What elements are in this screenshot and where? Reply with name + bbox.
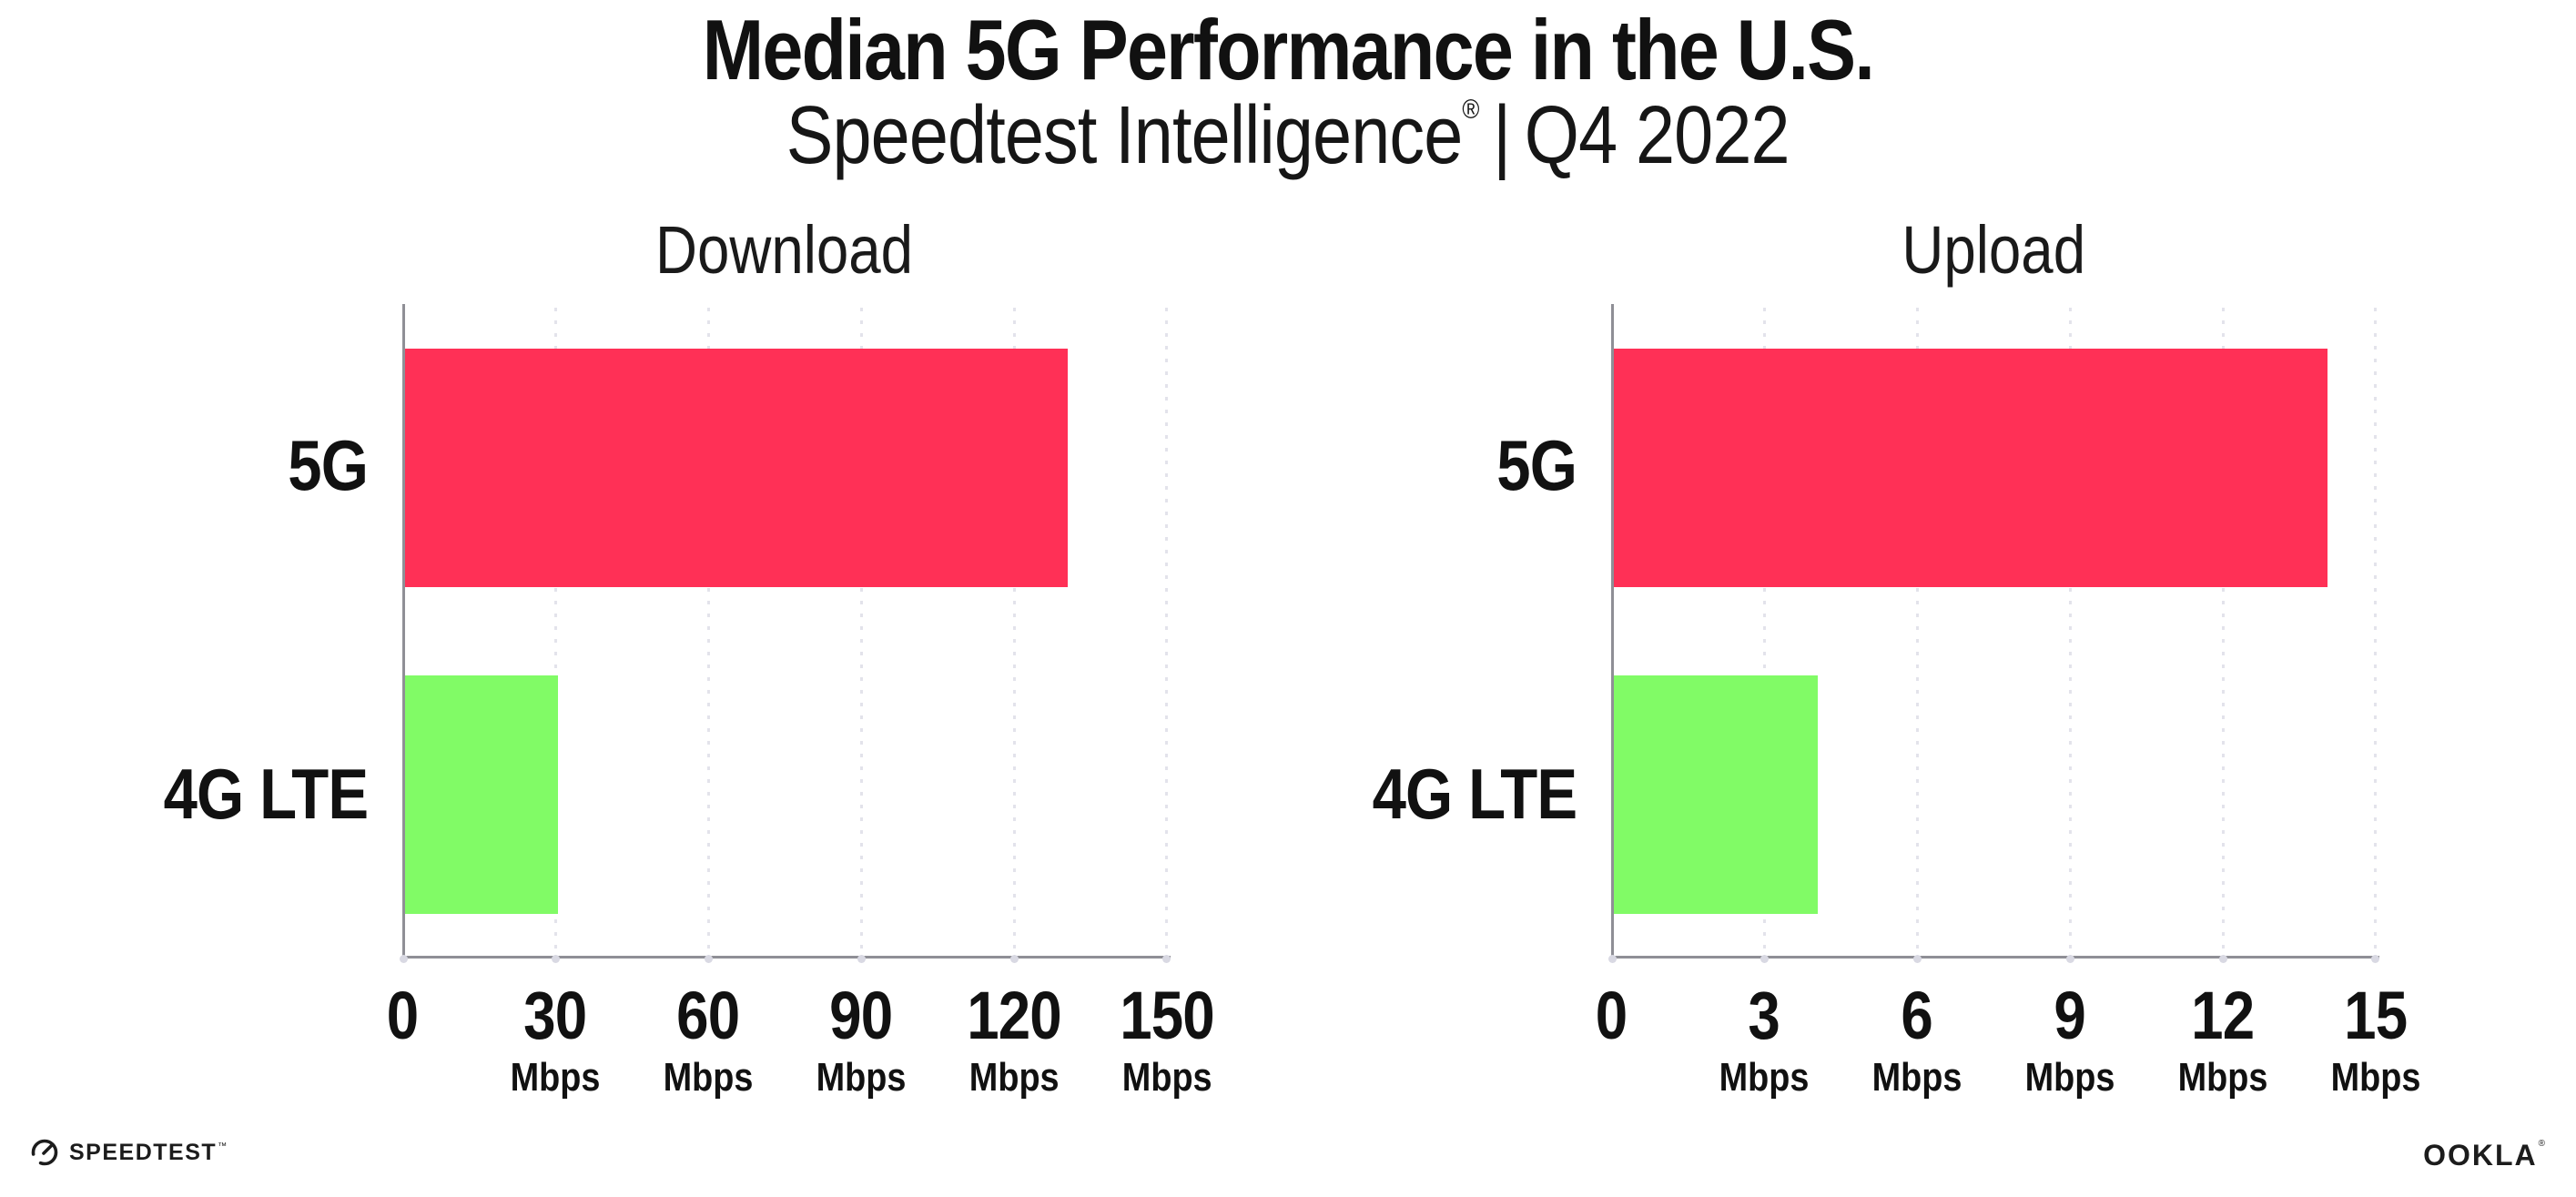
download-x-axis-ticks: 0 30 Mbps 60 Mbps 90 Mbps 120 Mbps 150 M…: [387, 978, 1215, 1109]
gridline: [1013, 308, 1016, 956]
y-axis-line: [1611, 304, 1614, 959]
x-tick: 90 Mbps: [816, 978, 907, 1100]
tick-mark: [2219, 955, 2227, 963]
tick-mark: [2371, 955, 2379, 963]
x-tick: 15 Mbps: [2330, 978, 2421, 1100]
subtitle: Speedtest Intelligence® | Q4 2022: [0, 95, 2576, 177]
page-title: Median 5G Performance in the U.S.: [0, 7, 2576, 93]
speedometer-gauge-icon: [31, 1139, 58, 1166]
page-title-text: Median 5G Performance in the U.S.: [702, 2, 1875, 97]
gridline: [1165, 308, 1168, 956]
category-label-4g-lte: 4G LTE: [1372, 754, 1577, 834]
tick-mark: [2066, 955, 2074, 963]
bar-5g-upload: [1614, 349, 2328, 587]
gridline: [2069, 308, 2072, 956]
tick-mark: [1010, 955, 1019, 963]
subtitle-separator: |: [1493, 90, 1511, 181]
x-tick: 6 Mbps: [1871, 978, 1962, 1100]
gridline: [554, 308, 557, 956]
download-chart-title: Download: [655, 212, 914, 288]
upload-chart-title: Upload: [1902, 212, 2085, 288]
x-tick: 0: [1595, 978, 1628, 1053]
gridline: [1916, 308, 1919, 956]
gridline: [1763, 308, 1766, 956]
x-tick: 0: [386, 978, 419, 1053]
gridline: [707, 308, 710, 956]
bar-4g-lte-upload: [1614, 675, 1818, 914]
subtitle-period: Q4 2022: [1525, 90, 1790, 181]
x-tick: 3 Mbps: [1719, 978, 1810, 1100]
gridline: [2222, 308, 2225, 956]
tick-mark: [857, 955, 866, 963]
speedtest-logo: SPEEDTEST™: [30, 1137, 228, 1168]
category-label-5g: 5G: [288, 425, 369, 505]
tick-mark: [1760, 955, 1769, 963]
bar-5g-download: [405, 349, 1068, 587]
upload-plot-area: 5G 4G LTE: [1372, 304, 2379, 963]
x-axis-line: [1611, 956, 2379, 959]
speedtest-wordmark: SPEEDTEST™: [69, 1139, 228, 1165]
tick-mark: [1913, 955, 1922, 963]
gridline: [860, 308, 863, 956]
x-tick: 120 Mbps: [967, 978, 1061, 1100]
tick-mark: [705, 955, 713, 963]
x-tick: 60 Mbps: [663, 978, 754, 1100]
tick-mark: [1608, 955, 1617, 963]
x-axis-line: [402, 956, 1171, 959]
ookla-wordmark: OOKLA: [2423, 1139, 2538, 1172]
gridline: [2374, 308, 2377, 956]
subtitle-brand: Speedtest Intelligence: [786, 90, 1464, 181]
category-label-5g: 5G: [1496, 425, 1577, 505]
tick-mark: [1162, 955, 1171, 963]
subtitle-text: Speedtest Intelligence® | Q4 2022: [786, 95, 1790, 177]
ookla-logo: OOKLA®: [2423, 1139, 2547, 1172]
registered-mark: ®: [2538, 1139, 2547, 1149]
x-tick: 12 Mbps: [2177, 978, 2268, 1100]
category-label-4g-lte: 4G LTE: [163, 754, 369, 834]
trademark-mark: ™: [218, 1141, 228, 1151]
x-tick: 30 Mbps: [510, 978, 601, 1100]
upload-x-axis-ticks: 0 3 Mbps 6 Mbps 9 Mbps 12 Mbps 15 Mbps: [1596, 978, 2421, 1109]
bar-4g-lte-download: [405, 675, 558, 914]
y-axis-line: [402, 304, 405, 959]
tick-mark: [400, 955, 408, 963]
registered-mark: ®: [1462, 95, 1480, 125]
x-tick: 9 Mbps: [2024, 978, 2115, 1100]
x-tick: 150 Mbps: [1120, 978, 1214, 1100]
tick-mark: [552, 955, 560, 963]
download-plot-area: 5G 4G LTE: [163, 304, 1171, 963]
